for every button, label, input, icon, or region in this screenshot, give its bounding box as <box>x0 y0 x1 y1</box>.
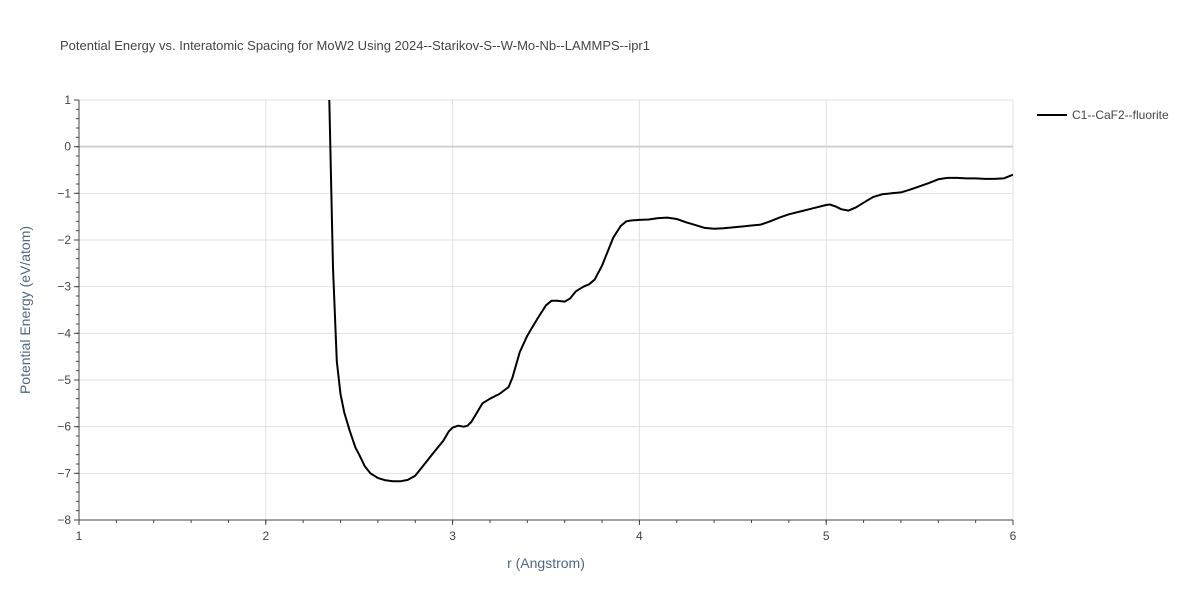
y-tick-label: −3 <box>57 280 71 294</box>
y-tick-label: −7 <box>57 466 71 480</box>
x-tick-label: 6 <box>1010 529 1017 543</box>
x-tick-label: 5 <box>823 529 830 543</box>
y-tick-label: −6 <box>57 420 71 434</box>
y-tick-label: −4 <box>57 326 71 340</box>
legend-label: C1--CaF2--fluorite <box>1072 108 1169 122</box>
x-tick-label: 4 <box>636 529 643 543</box>
y-tick-label: 0 <box>64 140 71 154</box>
y-tick-label: −8 <box>57 513 71 527</box>
y-tick-labels: 1 0 −1 −2 −3 −4 −5 −6 −7 −8 <box>57 93 71 527</box>
grid <box>79 99 1014 520</box>
x-tick-label: 3 <box>449 529 456 543</box>
series-line <box>328 100 1013 483</box>
legend[interactable]: C1--CaF2--fluorite <box>1037 108 1169 122</box>
x-tick-label: 1 <box>76 529 83 543</box>
y-axis-title: Potential Energy (eV/atom) <box>17 226 33 394</box>
x-axis-title: r (Angstrom) <box>507 555 585 571</box>
y-tick-label: −2 <box>57 233 71 247</box>
x-tick-labels: 1 2 3 4 5 6 <box>76 529 1017 543</box>
y-tick-label: −1 <box>57 186 71 200</box>
x-tick-label: 2 <box>262 529 269 543</box>
series-layer <box>328 100 1013 483</box>
chart-title: Potential Energy vs. Interatomic Spacing… <box>60 38 650 53</box>
y-tick-label: 1 <box>64 93 71 107</box>
axes <box>74 99 1014 525</box>
y-tick-label: −5 <box>57 373 71 387</box>
